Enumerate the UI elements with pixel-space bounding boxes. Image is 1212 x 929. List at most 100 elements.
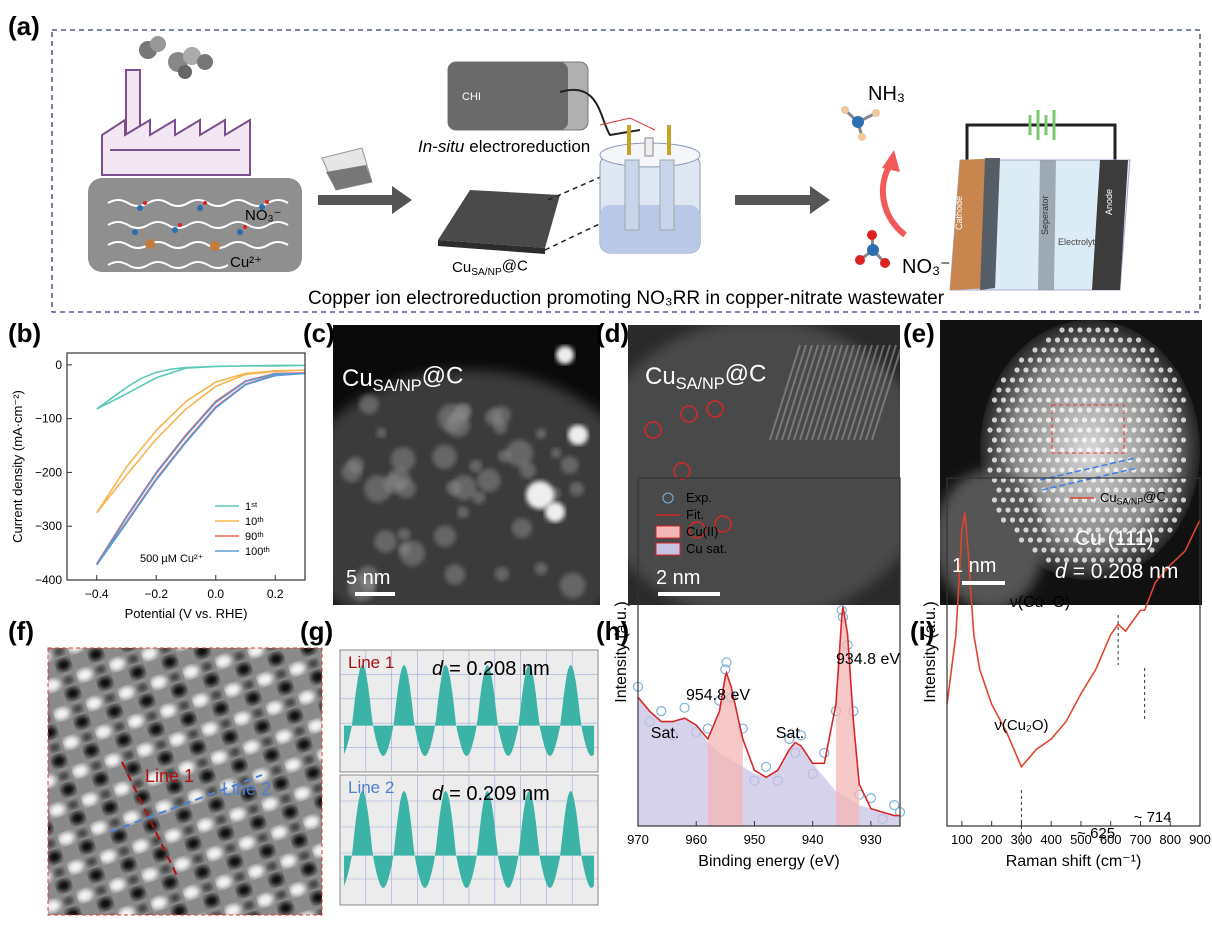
atom-column: [1005, 387, 1010, 392]
panel-label: (e): [903, 318, 935, 348]
atom-column: [1095, 447, 1100, 452]
atom-column: [1136, 457, 1141, 462]
atom-column: [1122, 407, 1127, 412]
factory: [102, 70, 250, 175]
atom-column: [1046, 337, 1051, 342]
atom-column: [1068, 347, 1073, 352]
atom-column: [1122, 367, 1127, 372]
text-part: @C: [1143, 489, 1166, 504]
atom-column: [1023, 487, 1028, 492]
atom-column: [1032, 547, 1037, 552]
atom-column: [1028, 517, 1033, 522]
atom-column: [1086, 487, 1091, 492]
legend-label: 100th: [245, 545, 270, 558]
atom-column: [1023, 427, 1028, 432]
shape: [197, 205, 203, 211]
shape: [880, 258, 890, 268]
atom-column: [1104, 467, 1109, 472]
atom-column: [1127, 377, 1132, 382]
atom-column: [1176, 467, 1181, 472]
atom-column: [1068, 447, 1073, 452]
atom-column: [1041, 347, 1046, 352]
atom-column: [1104, 447, 1109, 452]
atom-column: [1163, 377, 1168, 382]
legend-swatch: [656, 526, 680, 538]
atom-column: [1064, 537, 1069, 542]
atom-column: [1014, 387, 1019, 392]
atom-column: [1172, 397, 1177, 402]
atom-column: [992, 497, 997, 502]
atom-column: [1077, 507, 1082, 512]
atom-column: [1050, 507, 1055, 512]
text-part: @C: [725, 361, 767, 388]
spacing-label: d= 0.209 nm: [432, 783, 550, 805]
atom-column: [1136, 357, 1141, 362]
atom-column: [1055, 357, 1060, 362]
text-part: = 0.209 nm: [449, 783, 550, 805]
atom-column: [1055, 537, 1060, 542]
y-tick-label: 0: [55, 358, 62, 372]
nitrate-label: NO₃⁻: [245, 207, 282, 224]
atom-column: [1001, 457, 1006, 462]
panel-label: (b): [8, 318, 41, 348]
text-part: @C: [422, 363, 464, 390]
atom-column: [1032, 407, 1037, 412]
atom-column: [1059, 347, 1064, 352]
atom-column: [1167, 527, 1172, 532]
atom-column: [1113, 447, 1118, 452]
atom-column: [1100, 337, 1105, 342]
line-label: Line 2: [348, 778, 394, 797]
atom-column: [1059, 367, 1064, 372]
atom-column: [1140, 467, 1145, 472]
atom-column: [1046, 377, 1051, 382]
atom-column: [1154, 417, 1159, 422]
panel-label: (d): [596, 318, 629, 348]
beaker: [322, 148, 372, 190]
atom-column: [1001, 377, 1006, 382]
atom-column: [1082, 337, 1087, 342]
atom-column: [1149, 467, 1154, 472]
atom-column: [1077, 487, 1082, 492]
atom-column: [1014, 507, 1019, 512]
atom-column: [1158, 467, 1163, 472]
atom-column: [987, 427, 992, 432]
atom-column: [996, 507, 1001, 512]
atom-column: [1014, 427, 1019, 432]
atom-column: [1005, 507, 1010, 512]
atom-column: [1127, 437, 1132, 442]
subscript: SA/NP: [471, 267, 502, 278]
annotation: 500 µM Cu²⁺: [140, 553, 204, 565]
atom-column: [1118, 377, 1123, 382]
atom-column: [1118, 337, 1123, 342]
atom-column: [1055, 497, 1060, 502]
atom-column: [1001, 437, 1006, 442]
particle: [398, 528, 411, 541]
panel-label: (a): [8, 11, 40, 41]
atom-column: [1005, 467, 1010, 472]
particle: [434, 525, 456, 547]
atom-column: [1032, 447, 1037, 452]
atom-column: [1145, 517, 1150, 522]
atom-column: [1127, 417, 1132, 422]
legend-label: 1st: [245, 500, 258, 513]
text-part: Cu: [342, 365, 373, 392]
atom-column: [1059, 487, 1064, 492]
atom-column: [1010, 377, 1015, 382]
line: [97, 373, 305, 564]
area: [638, 697, 900, 826]
atom-column: [1091, 517, 1096, 522]
atom-column: [1122, 447, 1127, 452]
data-point: [762, 762, 771, 771]
shape: [143, 201, 147, 205]
atom-column: [1073, 357, 1078, 362]
atom-column: [1064, 337, 1069, 342]
legend-label: Exp.: [686, 490, 712, 505]
atom-column: [1041, 427, 1046, 432]
atom-column: [1055, 397, 1060, 402]
atom-column: [996, 487, 1001, 492]
atom-column: [1140, 427, 1145, 432]
legend-label: 90th: [245, 530, 264, 543]
shape: [627, 125, 631, 155]
atom-column: [1140, 447, 1145, 452]
atom-column: [1100, 457, 1105, 462]
